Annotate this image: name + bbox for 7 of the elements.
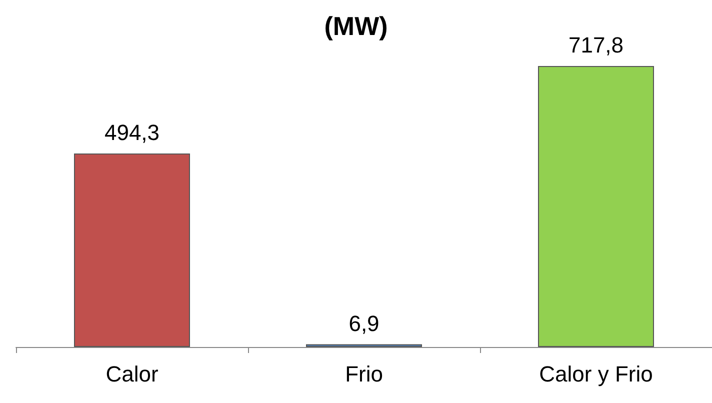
- data-label: 494,3: [104, 120, 160, 145]
- chart-title: (MW): [324, 11, 388, 41]
- data-label: 6,9: [348, 310, 380, 336]
- x-tick-label: Frio: [345, 362, 383, 386]
- data-label: 717,8: [568, 32, 624, 58]
- x-tick-label: Calor y Frio: [539, 362, 653, 386]
- x-tick-label: Calor: [106, 362, 158, 386]
